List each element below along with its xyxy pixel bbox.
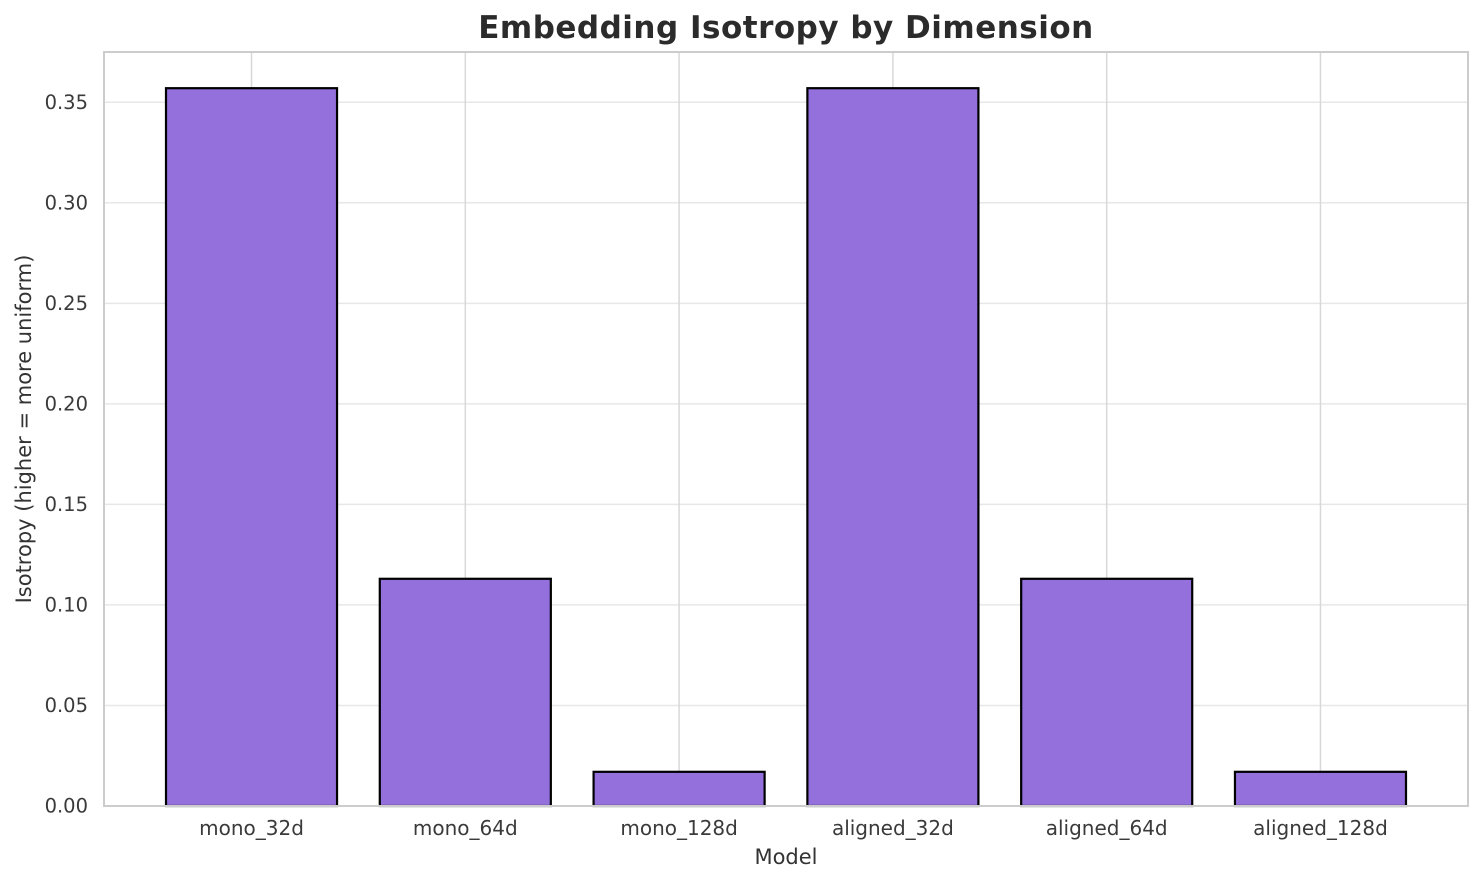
x-tick-label: aligned_128d xyxy=(1253,816,1388,840)
y-tick-label: 0.30 xyxy=(45,191,88,214)
bar-aligned_64d xyxy=(1020,577,1194,808)
tick-labels: 0.00 0.05 0.10 0.15 0.20 0.25 0.30 0.35 mono_32d… xyxy=(45,91,1388,840)
bar-mono_32d xyxy=(164,87,339,808)
bar-mono_128d xyxy=(592,770,766,808)
axes xyxy=(103,51,1469,807)
bars xyxy=(164,87,1408,808)
bar-mono_64d xyxy=(378,577,552,808)
y-tick-label: 0.25 xyxy=(45,292,88,315)
y-axis-label: Isotropy (higher = more uniform) xyxy=(12,254,36,604)
y-tick-label: 0.15 xyxy=(45,493,88,516)
x-axis-label: Model xyxy=(754,845,818,869)
bar-aligned_128d xyxy=(1233,770,1408,808)
bar-aligned_32d xyxy=(806,87,980,808)
x-tick-label: aligned_32d xyxy=(832,816,954,840)
x-tick-label: mono_32d xyxy=(199,816,304,840)
x-tick-label: aligned_64d xyxy=(1046,816,1168,840)
plot-spines xyxy=(103,51,1469,807)
y-tick-label: 0.10 xyxy=(45,593,88,616)
x-tick-label: mono_128d xyxy=(620,816,738,840)
y-tick-label: 0.20 xyxy=(45,392,88,415)
y-tick-label: 0.00 xyxy=(45,795,88,818)
x-tick-label: mono_64d xyxy=(413,816,518,840)
chart-title: Embedding Isotropy by Dimension xyxy=(478,10,1094,46)
y-tick-label: 0.05 xyxy=(45,694,88,717)
y-tick-label: 0.35 xyxy=(45,91,88,114)
